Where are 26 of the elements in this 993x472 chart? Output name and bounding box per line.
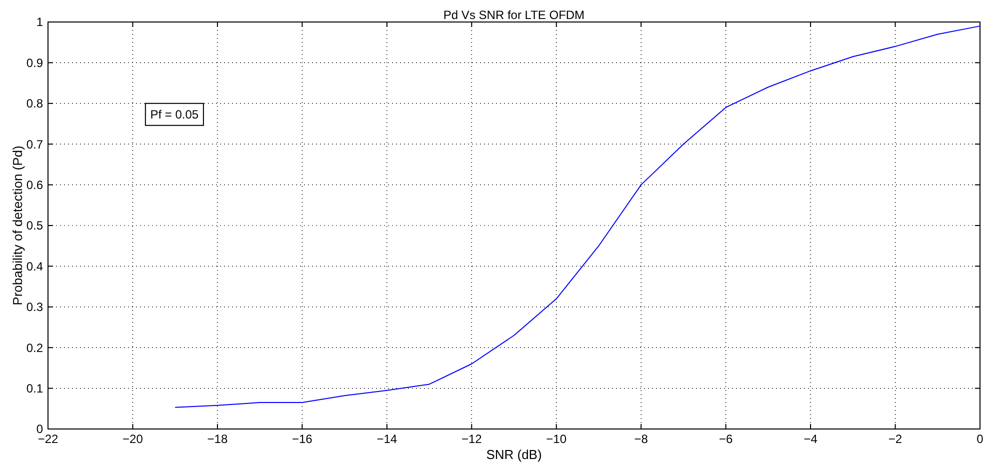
line-series [174,26,980,408]
y-tick-label: 0.3 [26,300,44,314]
x-tick-label: −6 [718,432,733,446]
x-tick-label: −12 [461,432,482,446]
annotation: Pf = 0.05 [150,108,199,122]
y-tick-label: 0.4 [26,259,44,274]
x-tick-label: −10 [546,432,567,446]
x-tick-label: −18 [207,432,228,446]
y-tick-label: 1 [36,15,44,30]
x-tick-label: −2 [888,432,902,446]
y-tick-label: 0.2 [26,340,44,355]
x-tick-label: −14 [376,432,398,446]
y-tick-label: 0.1 [26,382,44,396]
chart-title: Pd Vs SNR for LTE OFDM [443,8,585,22]
y-tick-label: 0.9 [26,56,44,70]
y-axis-title: Probability of detection (Pd) [10,146,25,306]
x-axis-title: SNR (dB) [486,447,542,462]
x-tick-label: −16 [292,432,313,446]
y-tick-label: 0.8 [26,96,44,111]
x-tick-label: −8 [634,432,648,446]
x-tick-label: −4 [804,432,818,446]
y-tick-label: 0.7 [26,137,44,152]
x-tick-label: −20 [122,432,144,446]
x-tick-label: 0 [976,432,984,446]
y-tick-label: 0.5 [26,218,44,233]
y-tick-label: 0.6 [26,178,44,192]
